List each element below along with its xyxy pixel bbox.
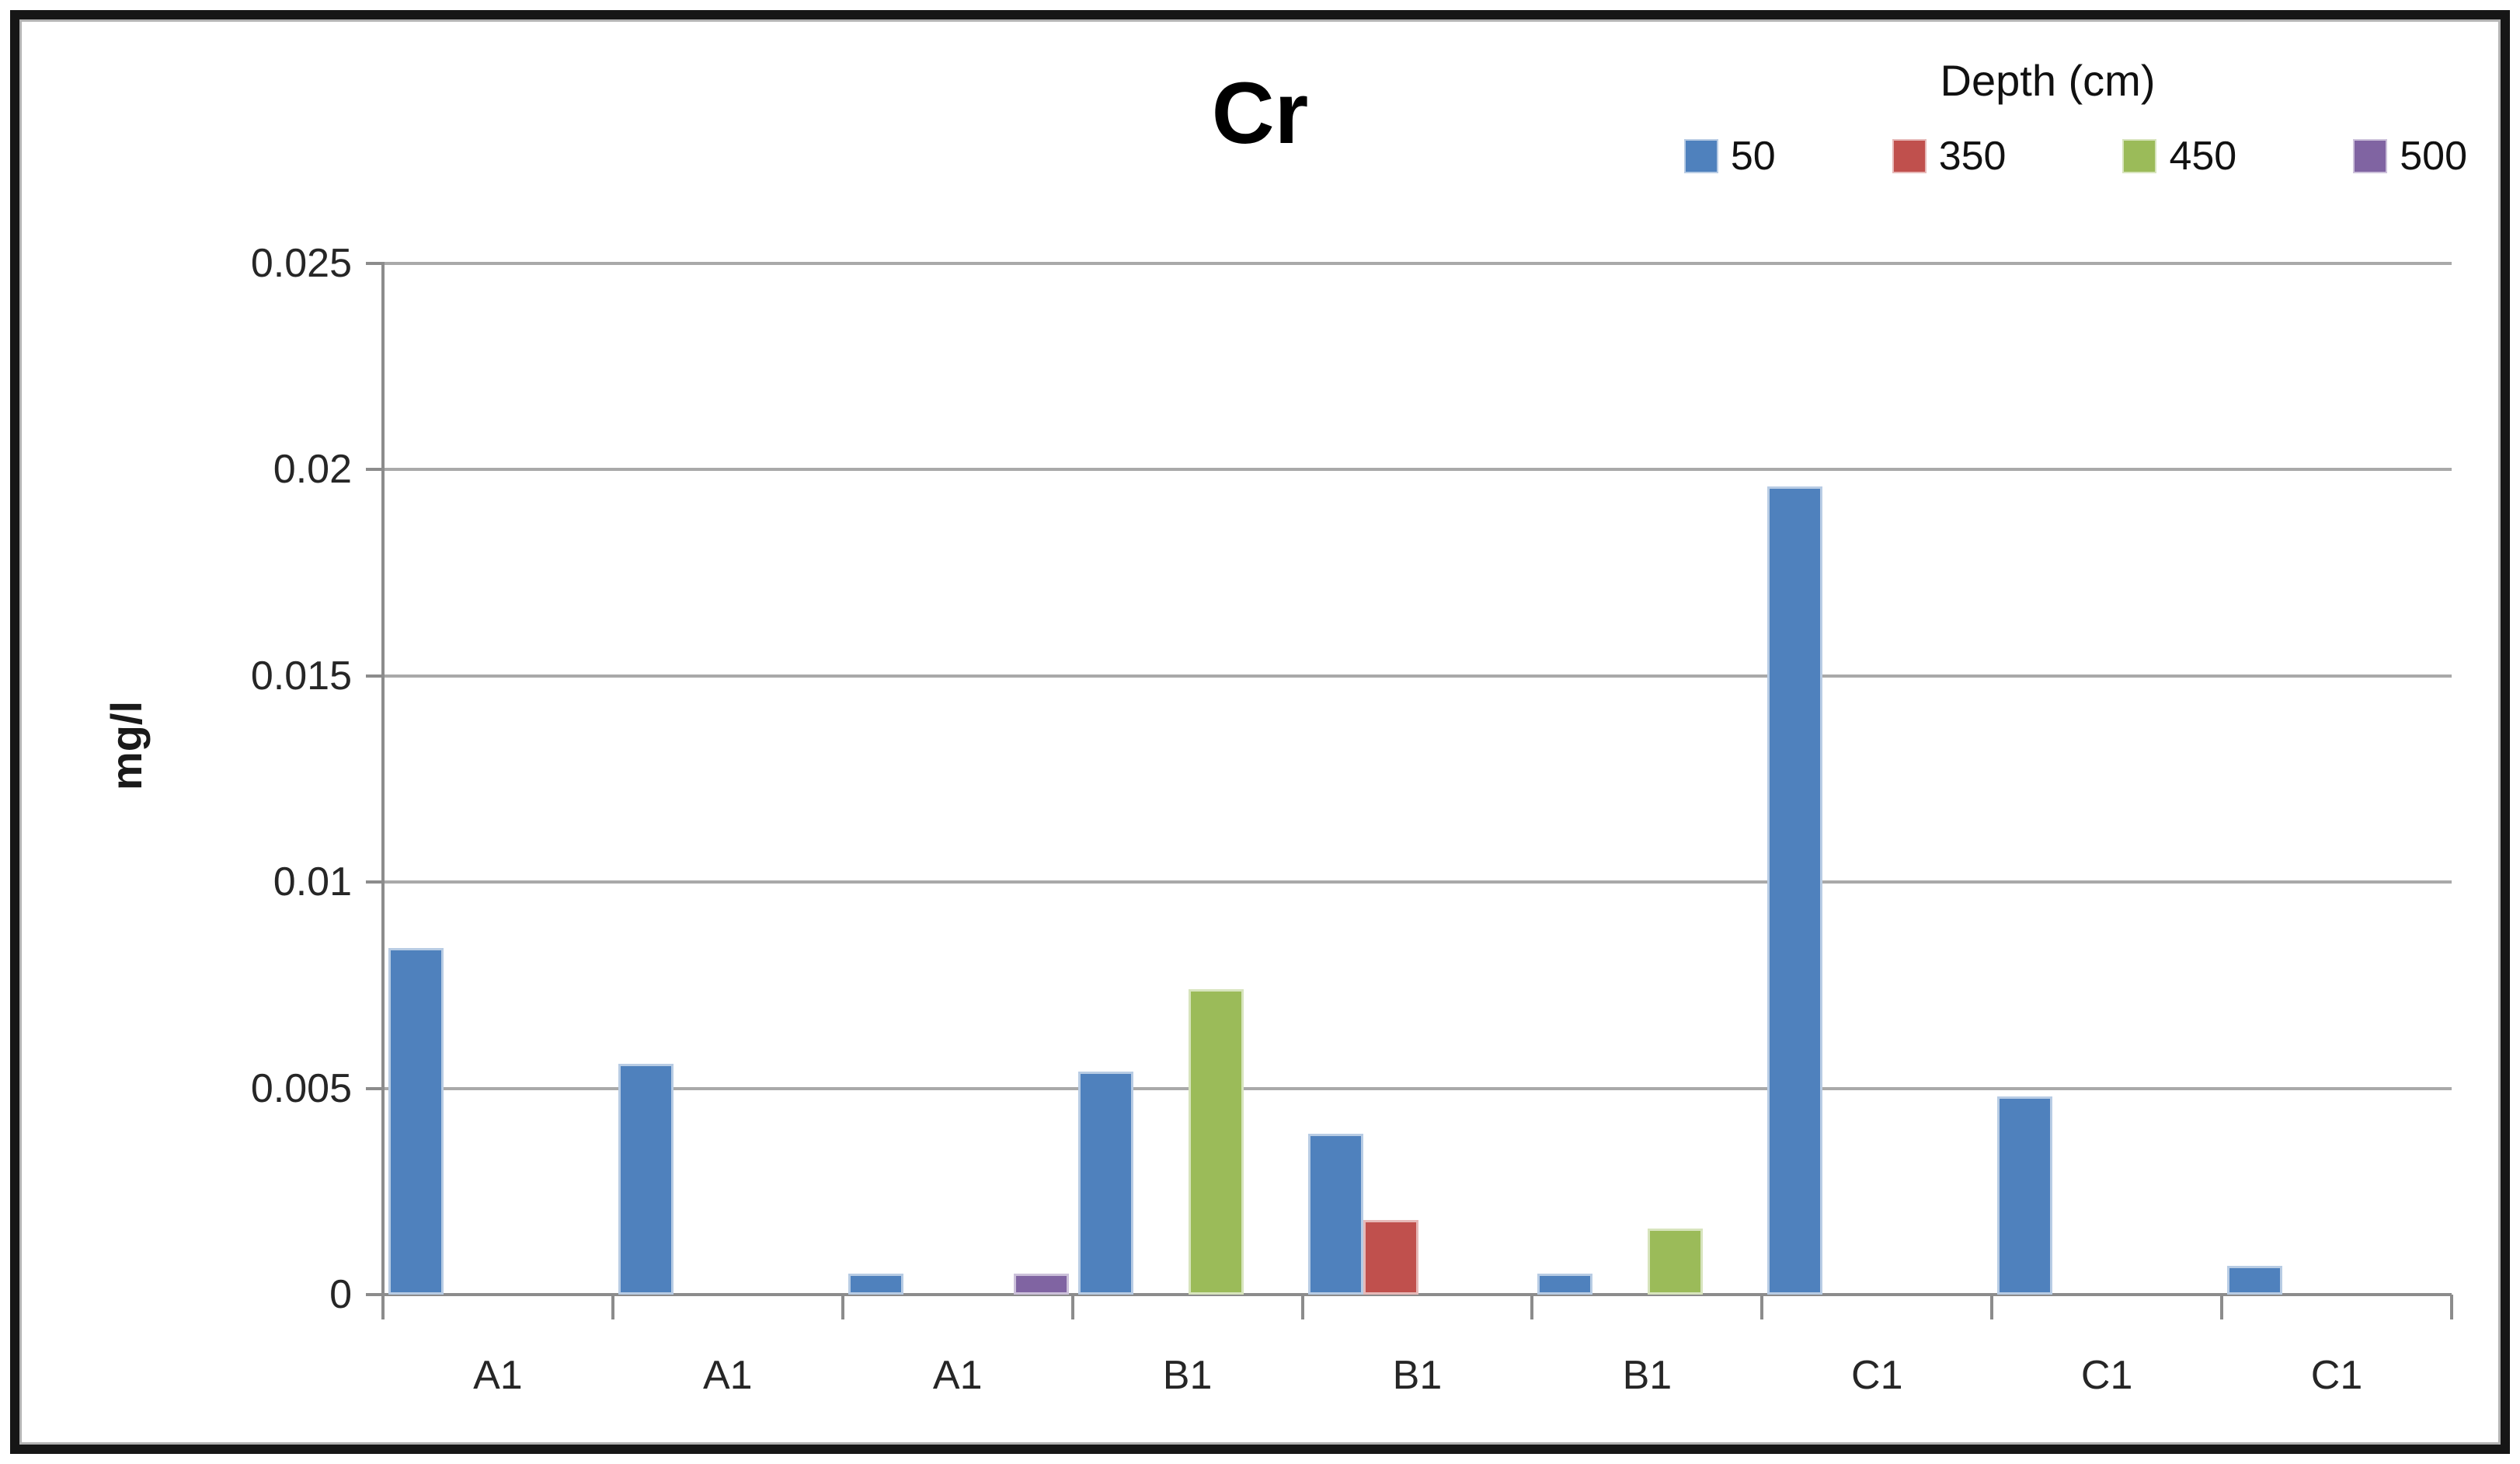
bar-A1-50 [848,1274,903,1295]
x-category-label: A1 [473,1353,523,1398]
gridline-0.02 [383,468,2452,472]
y-tick-0.01 [366,880,385,884]
y-axis-title-box: mg/l [45,629,208,862]
legend-label: 500 [2400,134,2467,180]
chart-title: Cr [1211,64,1309,162]
x-category-label: C1 [1851,1353,1903,1398]
legend-swatch-icon [2122,139,2157,174]
legend-item-500: 500 [2353,136,2467,176]
legend-items: 50 350 450 500 [1628,136,2467,176]
x-category-label: A1 [932,1353,983,1398]
x-tick [2450,1295,2453,1319]
y-tick-0.02 [366,468,385,472]
legend-item-450: 450 [2122,136,2236,176]
bar-C1-50 [2227,1265,2283,1295]
legend-title: Depth (cm) [1940,56,2156,105]
y-axis-line [381,263,385,1319]
y-tick-0.015 [366,674,385,678]
x-tick [1760,1295,1764,1319]
y-axis-title: mg/l [102,700,151,790]
bar-A1-500 [1013,1274,1069,1295]
legend-swatch-icon [1683,139,1718,174]
chart-area: Cr mg/l Depth (cm) 50 350 450 500 0 0.005 0.0… [19,19,2501,1445]
x-tick [1300,1295,1304,1319]
y-tick-label: 0.015 [250,653,352,699]
bar-B1-50 [1077,1072,1133,1295]
y-tick-label: 0.02 [273,447,352,493]
y-tick-0.025 [366,262,385,265]
y-tick-0 [366,1293,385,1296]
bar-B1-450 [1648,1229,1704,1295]
gridline-0.015 [383,674,2452,678]
bar-A1-50 [388,948,444,1295]
legend-swatch-icon [2353,139,2388,174]
legend-swatch-icon [1892,139,1927,174]
x-category-label: C1 [2080,1353,2133,1398]
bar-C1-50 [1767,486,1823,1295]
y-tick-0.005 [366,1086,385,1090]
x-category-label: C1 [2310,1353,2363,1398]
legend-label: 450 [2169,134,2237,180]
legend: Depth (cm) 50 350 450 500 [1628,54,2467,176]
x-tick [611,1295,614,1319]
bar-B1-50 [1307,1133,1363,1295]
y-tick-label: 0.025 [250,241,352,286]
bar-B1-350 [1363,1220,1418,1295]
bar-C1-50 [1997,1096,2053,1295]
x-tick [841,1295,844,1319]
x-tick [2220,1295,2224,1319]
gridline-0.025 [383,262,2452,265]
legend-label: 350 [1938,134,2007,180]
legend-label: 50 [1730,134,1776,180]
legend-item-50: 50 [1683,134,1776,180]
bar-A1-50 [618,1063,674,1295]
y-tick-label: 0.01 [273,859,352,905]
x-tick [381,1295,385,1319]
chart-outer-frame: Cr mg/l Depth (cm) 50 350 450 500 0 0.005 0.0… [10,10,2510,1454]
legend-item-350: 350 [1892,134,2007,180]
gridline-0.005 [383,1086,2452,1090]
x-category-label: B1 [1622,1353,1672,1398]
x-tick [1530,1295,1534,1319]
y-tick-label: 0 [329,1272,352,1317]
x-category-label: B1 [1162,1353,1213,1398]
x-category-label: A1 [703,1353,753,1398]
x-tick [1070,1295,1074,1319]
bar-B1-450 [1188,989,1244,1295]
gridline-0.01 [383,880,2452,884]
y-tick-label: 0.005 [250,1065,352,1111]
x-tick [1990,1295,1994,1319]
x-category-label: B1 [1392,1353,1443,1398]
x-axis-line [383,1293,2452,1296]
bar-B1-50 [1537,1274,1593,1295]
